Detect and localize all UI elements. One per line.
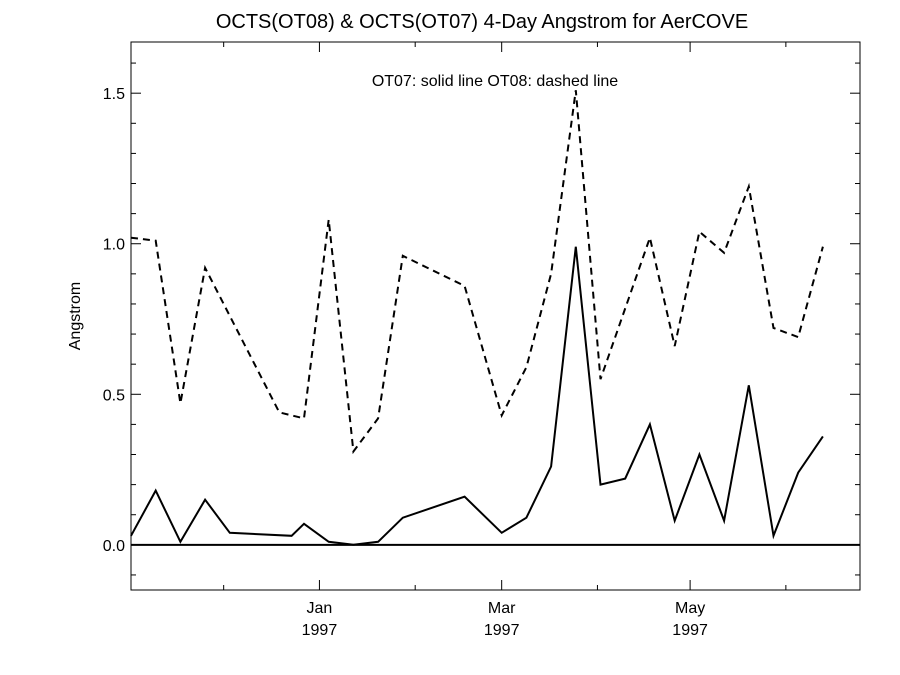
- x-tick-label-month: Mar: [488, 600, 516, 617]
- series-layer: [130, 90, 860, 546]
- x-tick-label-year: 1997: [302, 622, 338, 639]
- plot-frame: [130, 41, 861, 591]
- x-tick-label-month: Jan: [307, 600, 333, 617]
- y-tick-label: 0.5: [103, 387, 125, 404]
- series-ot08-line: [130, 90, 824, 455]
- line-style-legend: OT07: solid line OT08: dashed line: [372, 73, 618, 90]
- x-tick-label-year: 1997: [484, 622, 520, 639]
- y-tick-label: 0.0: [103, 538, 125, 555]
- y-tick-label: 1.0: [103, 237, 125, 254]
- axis-ticks: [130, 42, 860, 590]
- x-tick-label-year: 1997: [672, 622, 708, 639]
- chart-title: OCTS(OT08) & OCTS(OT07) 4-Day Angstrom f…: [216, 11, 748, 33]
- y-axis-title: Angstrom: [67, 282, 84, 350]
- axis-tick-labels: 0.0 0.5 1.0 1.5 Jan 1997 Mar 1997 May 1997: [103, 86, 708, 639]
- series-ot07-line: [130, 246, 824, 546]
- x-tick-label-month: May: [675, 600, 705, 617]
- y-tick-label: 1.5: [103, 86, 125, 103]
